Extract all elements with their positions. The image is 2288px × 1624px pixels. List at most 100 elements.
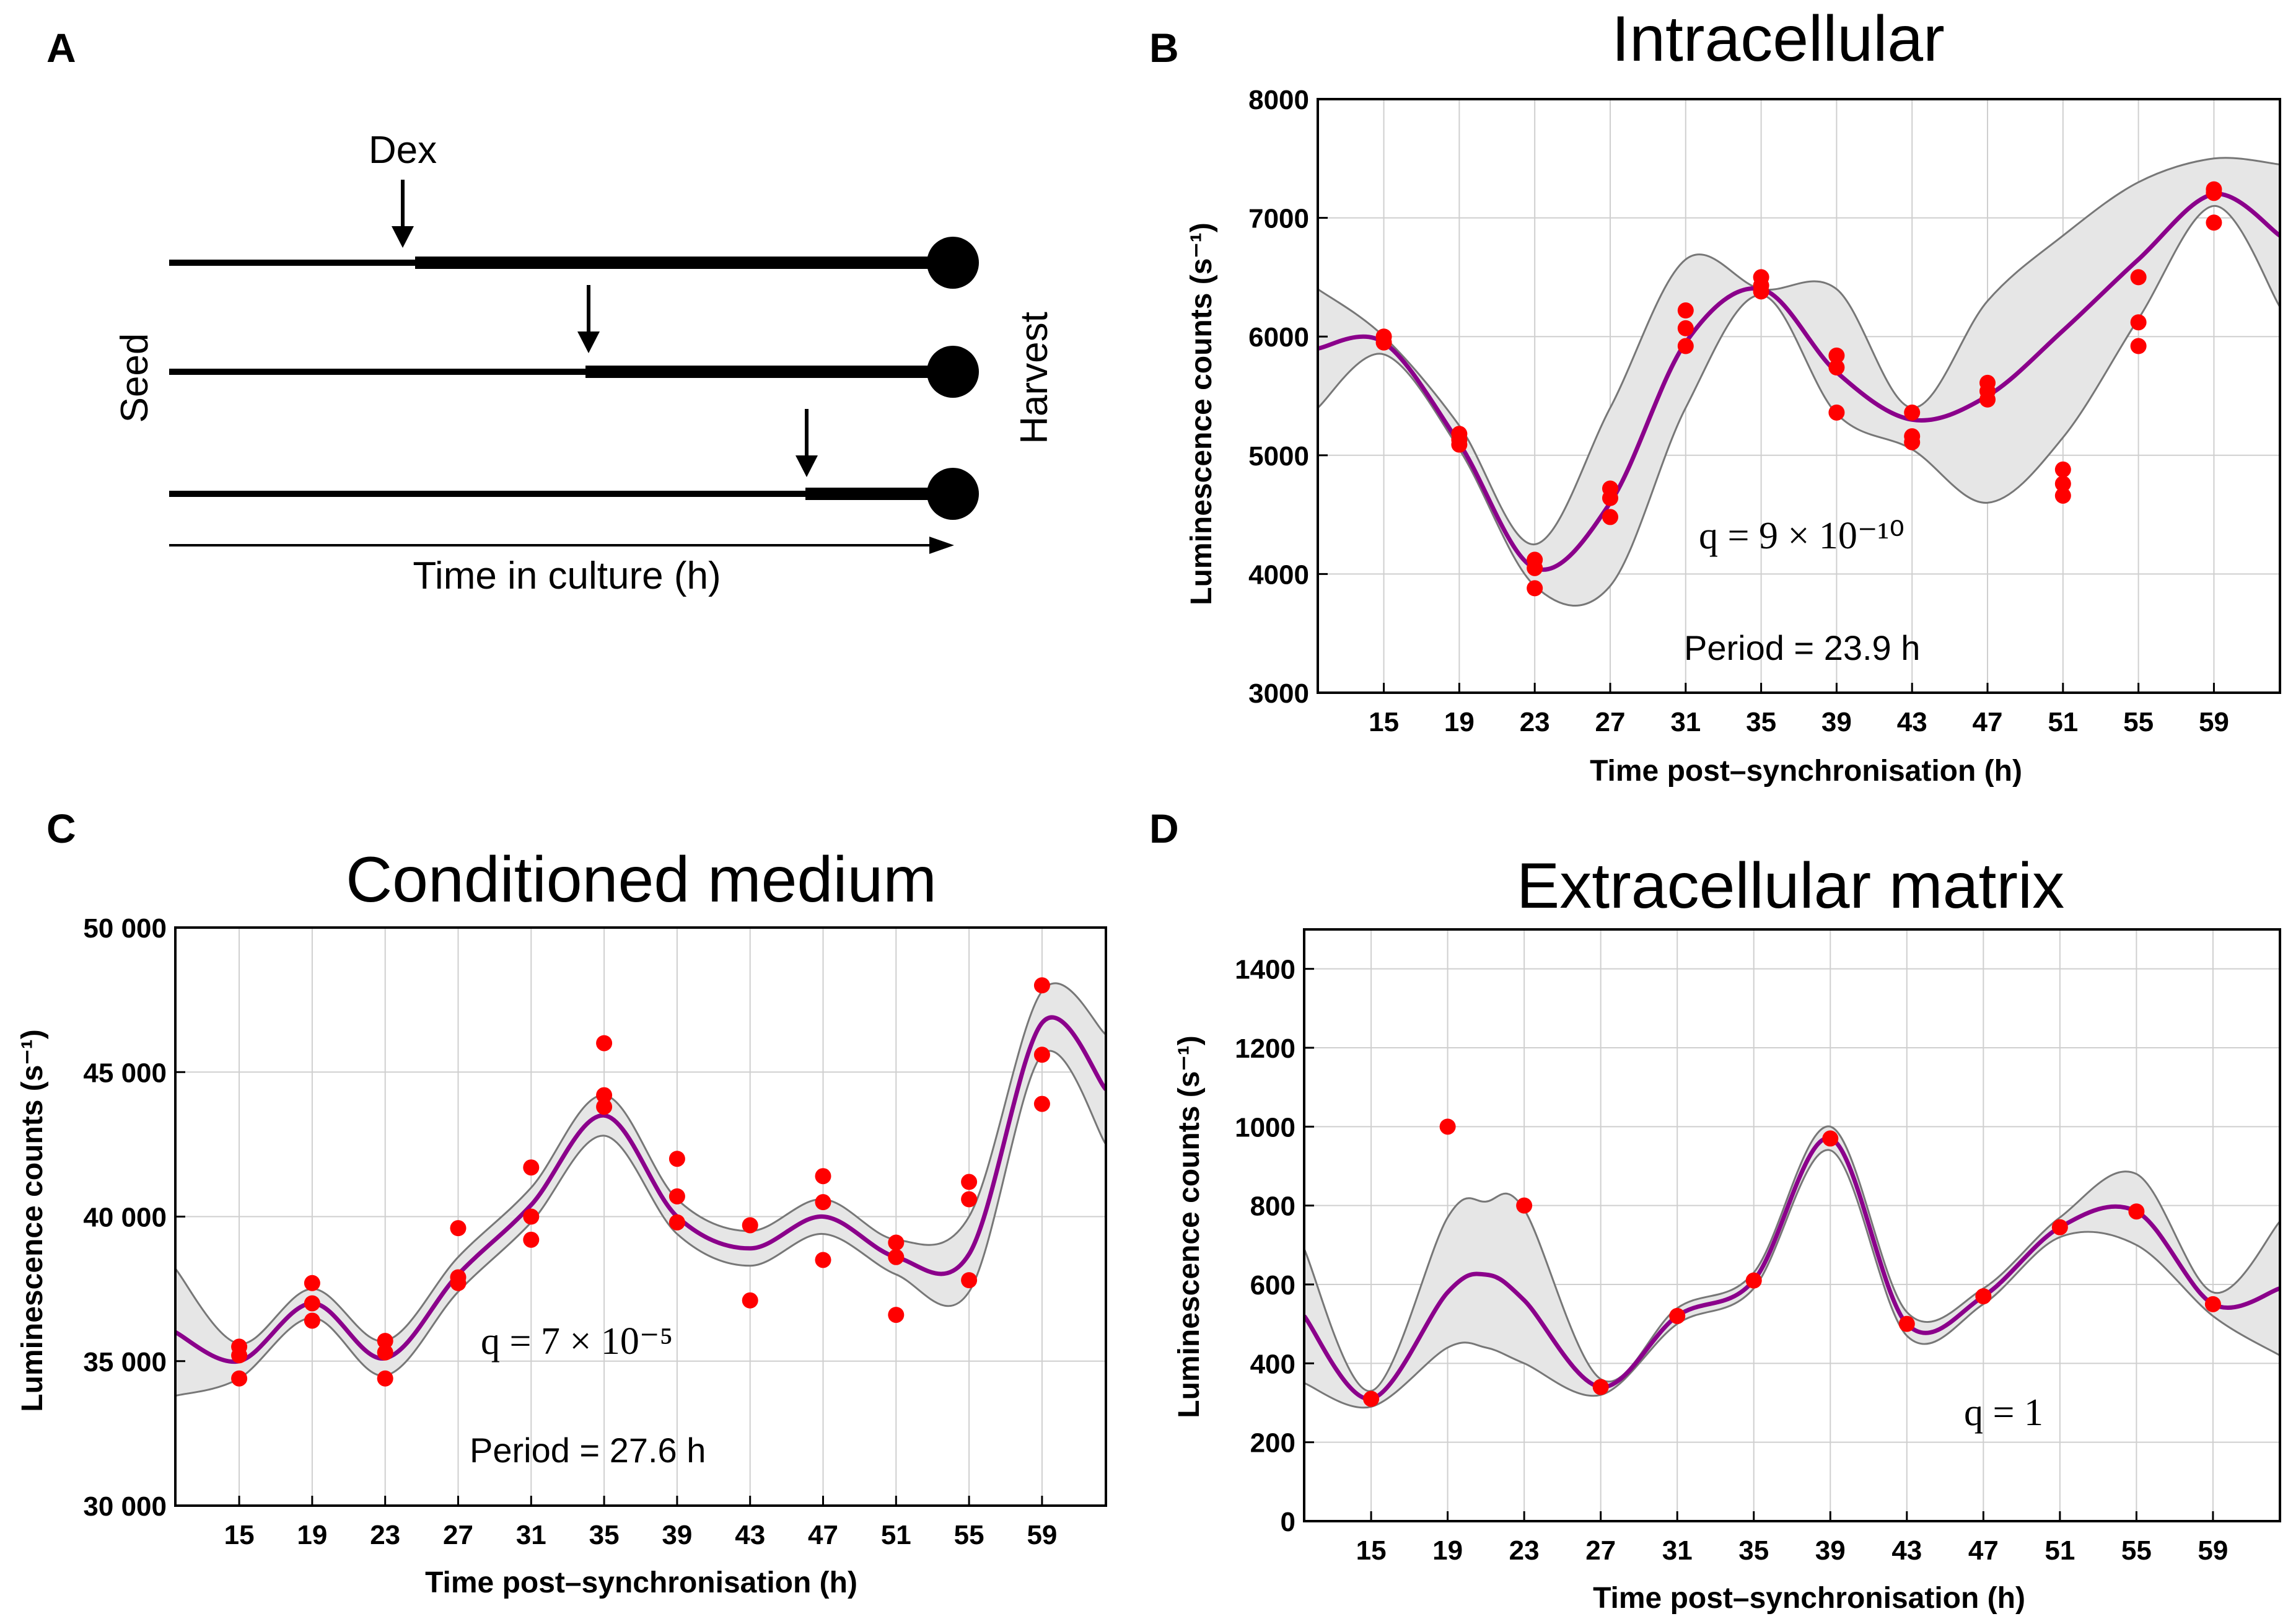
panel-b-data-point [1602, 509, 1618, 525]
panel-b-period-annotation: Period = 23.9 h [1684, 628, 1920, 667]
panel-c-data-point [888, 1307, 905, 1323]
panel-b-x-axis-label: Time post–synchronisation (h) [1590, 755, 2022, 788]
panel-c-data-point [888, 1234, 905, 1251]
panel-c-y-tick-label: 30 000 [83, 1491, 167, 1522]
panel-c-data-point [304, 1295, 320, 1312]
panel-c-data-point [304, 1312, 320, 1329]
panel-c-x-tick-label: 19 [297, 1520, 327, 1550]
panel-b-title: Intracellular [1611, 3, 1945, 75]
panel-b-data-point [2130, 314, 2147, 331]
panel-d-data-point [1669, 1307, 1686, 1324]
panel-c-q-annotation: q = 7 × 10⁻⁵ [481, 1320, 673, 1363]
panel-b-data-point [2130, 338, 2147, 354]
panel-b-data-point [1527, 580, 1543, 597]
panel-b-y-tick-label: 3000 [1248, 678, 1309, 709]
harvest-label: Harvest [1013, 312, 1056, 444]
dex-arrow-2-head [577, 331, 600, 353]
panel-c-data-point [668, 1214, 685, 1231]
panel-d-x-tick-label: 31 [1662, 1535, 1693, 1566]
panel-b-x-tick-label: 47 [1973, 707, 2003, 737]
panel-c-data-point [523, 1159, 540, 1176]
panel-d-x-tick-label: 51 [2045, 1535, 2075, 1566]
panel-d-x-tick-label: 59 [2198, 1535, 2228, 1566]
panel-b-x-tick-label: 31 [1670, 707, 1701, 737]
panel-d-fit-curve [1304, 1136, 2280, 1402]
panel-c-x-axis-label: Time post–synchronisation (h) [425, 1566, 857, 1599]
panel-b-fit-curve [1318, 191, 2280, 572]
panel-c-data-point [668, 1151, 685, 1167]
panel-d-x-tick-label: 19 [1432, 1535, 1463, 1566]
panel-c-data-point [742, 1292, 758, 1309]
panel-c-x-tick-label: 59 [1027, 1520, 1057, 1550]
panel-c-conditioned-medium-chart: 15 19 23 27 31 35 39 43 47 51 55 59 30 000 35 000 40 0… [16, 805, 1107, 1599]
panel-c-x-tick-label: 39 [662, 1520, 692, 1550]
panel-b-y-tick-label: 5000 [1248, 441, 1309, 472]
panel-b-x-tick-label: 55 [2123, 707, 2154, 737]
panel-d-y-tick-label: 200 [1250, 1428, 1295, 1459]
harvest-dot-2 [927, 346, 979, 398]
panel-c-y-axis-label: Luminescence counts (s⁻¹) [16, 1029, 49, 1411]
panel-d-y-tick-label: 1400 [1235, 955, 1295, 985]
panel-d-axes-frame [1303, 928, 2281, 1522]
seed-label: Seed [113, 333, 156, 423]
panel-b-data-point [1677, 338, 1694, 354]
panel-d-data-point [1439, 1118, 1456, 1135]
panel-c-data-point [231, 1347, 248, 1364]
panel-b-data-point [1451, 436, 1468, 453]
panel-d-y-tick-label: 1000 [1235, 1112, 1295, 1143]
dex-arrow-3-head [796, 455, 818, 477]
panel-c-data-point [523, 1208, 540, 1225]
panel-a-letter: A [46, 25, 76, 71]
panel-c-x-tick-label: 23 [370, 1520, 400, 1550]
panel-b-data-point [1527, 560, 1543, 576]
panel-b-data-point [2054, 487, 2071, 504]
panel-b-x-tick-label: 27 [1595, 707, 1626, 737]
panel-d-confidence-band [1304, 1125, 2280, 1409]
panel-d-data-point [1516, 1197, 1533, 1214]
panel-b-y-tick-label: 4000 [1248, 560, 1309, 590]
panel-b-y-tick-label: 7000 [1248, 204, 1309, 234]
panel-c-data-point [377, 1344, 393, 1361]
panel-b-y-tick-label: 6000 [1248, 322, 1309, 353]
panel-c-x-tick-label: 35 [589, 1520, 620, 1550]
panel-d-x-tick-label: 15 [1356, 1535, 1387, 1566]
panel-c-x-tick-label: 31 [516, 1520, 546, 1550]
panel-c-x-tick-label: 47 [808, 1520, 838, 1550]
panel-d-data-point [2204, 1296, 2221, 1312]
panel-b-plot-area [1318, 99, 2280, 693]
panel-d-y-tick-label: 1200 [1235, 1034, 1295, 1064]
panel-b-data-point [1677, 320, 1694, 336]
panel-c-data-point [961, 1174, 978, 1190]
panel-c-data-point [596, 1035, 613, 1051]
panel-b-x-tick-label: 39 [1821, 707, 1852, 737]
panel-d-extracellular-matrix-chart: 15 19 23 27 31 35 39 43 47 51 55 59 0 200 400 600 800 100… [1149, 805, 2281, 1615]
panel-c-data-point [304, 1275, 320, 1291]
panel-d-letter: D [1149, 805, 1179, 851]
panel-b-axes-frame [1317, 98, 2281, 694]
panel-b-data-point [1904, 434, 1921, 450]
panel-b-data-point [1828, 404, 1845, 421]
panel-c-data-point [668, 1188, 685, 1205]
panel-d-x-tick-label: 43 [1891, 1535, 1922, 1566]
panel-c-y-tick-label: 50 000 [83, 913, 167, 944]
panel-b-data-point [2130, 269, 2147, 286]
panel-c-y-tick-label: 45 000 [83, 1058, 167, 1088]
panel-b-data-point [1677, 302, 1694, 319]
dex-label: Dex [369, 129, 437, 172]
panel-b-data-point [1753, 283, 1769, 300]
panel-b-data-point [2054, 461, 2071, 478]
time-axis-arrow-head [929, 537, 954, 554]
panel-c-data-point [742, 1217, 758, 1234]
panel-b-x-tick-label: 51 [2048, 707, 2078, 737]
panel-c-data-point [815, 1194, 831, 1211]
panel-d-data-point [1822, 1130, 1839, 1147]
panel-c-plot-area [175, 928, 1106, 1506]
panel-b-data-point [1828, 347, 1845, 364]
panel-c-x-tick-label: 27 [443, 1520, 473, 1550]
harvest-dot-1 [927, 237, 979, 289]
panel-c-data-point [377, 1333, 393, 1350]
panel-a-schematic: A Dex Time in culture (h) Seed Harvest [46, 25, 1056, 597]
panel-b-y-axis-label: Luminescence counts (s⁻¹) [1185, 222, 1218, 605]
panel-c-data-point [815, 1168, 831, 1185]
